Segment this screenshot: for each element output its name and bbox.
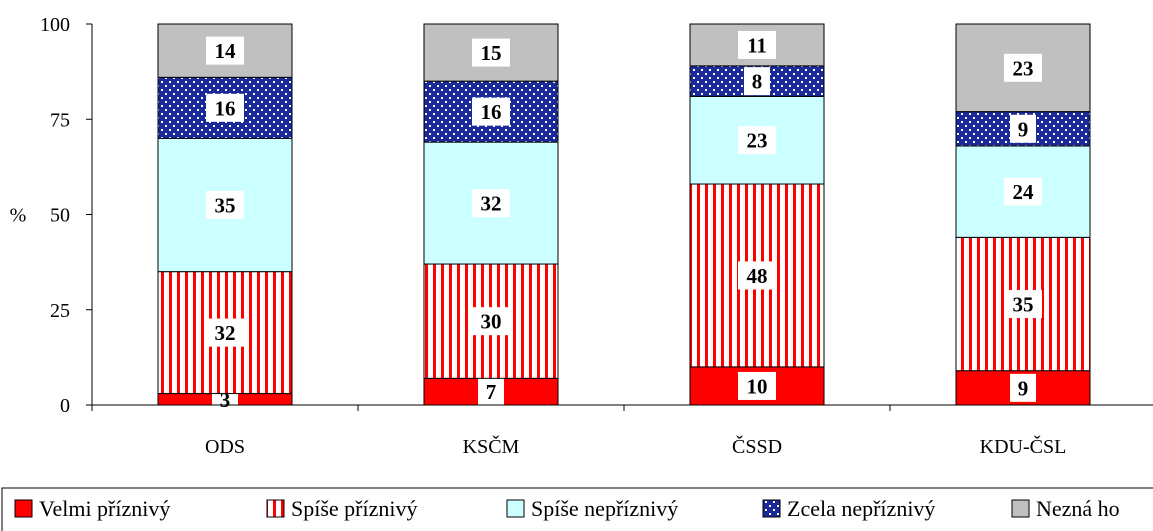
- legend-swatch: [762, 499, 781, 518]
- legend-box: [1, 487, 1153, 531]
- legend-label: Spíše příznivý: [291, 496, 418, 521]
- data-label: 23: [747, 129, 768, 153]
- y-axis-label: %: [10, 205, 27, 227]
- data-label: 8: [752, 70, 763, 94]
- data-label-background: [206, 36, 244, 65]
- data-label: 32: [481, 192, 502, 216]
- data-label: 23: [1013, 56, 1034, 80]
- legend-swatch: [1011, 499, 1030, 518]
- data-label-background: [1010, 114, 1036, 143]
- data-label-background: [206, 93, 244, 122]
- y-tick-label: 100: [40, 14, 70, 36]
- legend-label: Velmi příznivý: [39, 496, 170, 521]
- data-label: 16: [215, 96, 236, 120]
- data-label: 14: [215, 39, 237, 63]
- data-label-background: [478, 377, 504, 406]
- data-label-background: [206, 190, 244, 219]
- data-label: 30: [481, 310, 502, 334]
- legend-label: Zcela nepříznivý: [787, 496, 935, 521]
- data-label: 48: [747, 264, 768, 288]
- data-label-background: [472, 97, 510, 126]
- data-label: 9: [1018, 117, 1029, 141]
- data-label-background: [1004, 290, 1042, 319]
- y-tick-label: 0: [60, 395, 70, 417]
- data-label: 7: [486, 380, 497, 404]
- data-label: 10: [747, 374, 768, 398]
- data-label-background: [738, 371, 776, 400]
- data-label-background: [1004, 53, 1042, 82]
- y-tick-label: 75: [50, 109, 70, 131]
- data-label: 3: [220, 388, 231, 412]
- data-label: 16: [481, 100, 502, 124]
- x-tick-label: KSČM: [463, 434, 520, 458]
- legend-swatch: [266, 499, 285, 518]
- data-label-background: [206, 318, 244, 347]
- data-label: 35: [1013, 293, 1034, 317]
- legend-label: Spíše nepříznivý: [531, 496, 678, 521]
- data-label-background: [744, 67, 770, 96]
- data-label-background: [472, 307, 510, 336]
- legend-swatch: [506, 499, 525, 518]
- y-tick-label: 25: [50, 300, 70, 322]
- data-label-background: [738, 261, 776, 290]
- data-label-background: [1004, 177, 1042, 206]
- data-label: 9: [1018, 376, 1029, 400]
- data-label-background: [738, 30, 776, 59]
- data-label-background: [738, 126, 776, 155]
- data-label: 11: [747, 33, 767, 57]
- data-label-background: [472, 189, 510, 218]
- y-tick-label: 50: [50, 205, 70, 227]
- legend-label: Nezná ho: [1036, 496, 1120, 521]
- data-label: 32: [215, 321, 236, 345]
- data-label-background: [1010, 373, 1036, 402]
- data-label: 24: [1013, 180, 1035, 204]
- data-label: 35: [215, 193, 236, 217]
- x-tick-label: ČSSD: [732, 434, 782, 458]
- legend-swatch: [14, 499, 33, 518]
- data-label: 15: [481, 41, 502, 65]
- x-tick-label: ODS: [205, 436, 245, 458]
- data-label-background: [472, 38, 510, 67]
- x-tick-label: KDU-ČSL: [980, 434, 1067, 458]
